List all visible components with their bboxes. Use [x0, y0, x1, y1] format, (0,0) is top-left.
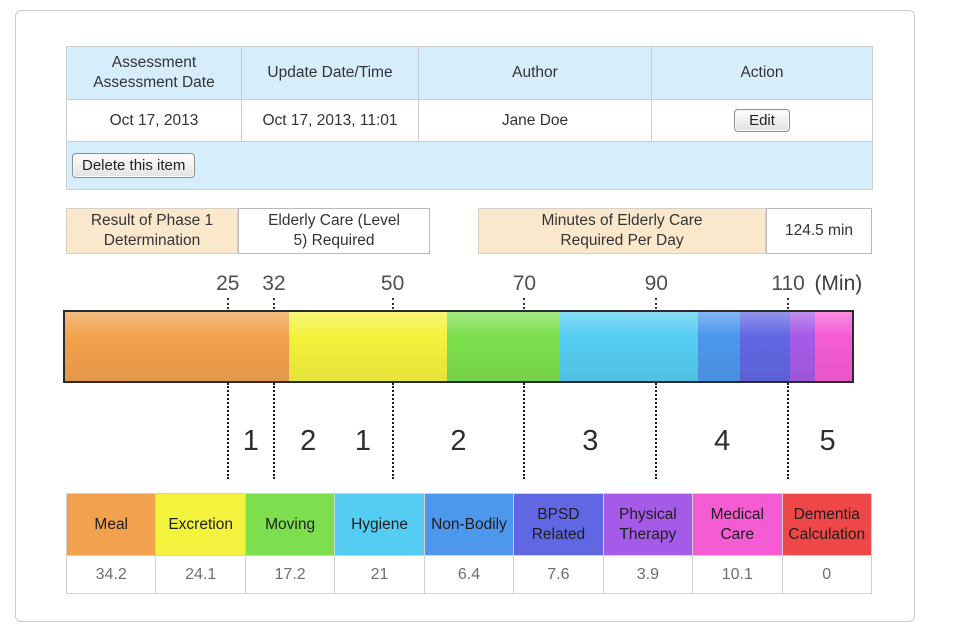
- phase1-result-value: Elderly Care (Level 5) Required: [238, 208, 430, 254]
- axis-tick-mark-32: [272, 298, 275, 309]
- category-header-physical-therapy: Physical Therapy: [602, 493, 694, 556]
- axis-tick-marks-row: [63, 296, 854, 310]
- category-header-meal: Meal: [65, 493, 157, 556]
- category-value-physical-therapy: 3.9: [602, 555, 694, 594]
- category-header-excretion: Excretion: [155, 493, 246, 556]
- minutes-per-day-label-line2: Required Per Day: [560, 232, 684, 249]
- header-author: Author: [418, 46, 652, 100]
- axis-tick-mark-70: [523, 298, 526, 309]
- threshold-dotted-line-70: [523, 383, 526, 479]
- care-level-number-6: 5: [819, 425, 836, 457]
- phase1-result-label-line2: Determination: [103, 232, 201, 249]
- care-level-number-0: 1: [242, 425, 259, 457]
- category-table: Meal Excretion Moving Hygiene Non-Bodily BPSD…: [65, 493, 872, 594]
- threshold-dotted-line-50: [391, 383, 394, 479]
- axis-tick-label-50: 50: [380, 272, 405, 295]
- phase1-result-value-line1: Elderly Care (Level: [268, 211, 400, 229]
- threshold-dotted-line-32: [272, 383, 275, 479]
- phase1-result-value-line2: 5) Required: [293, 232, 375, 249]
- threshold-dotted-line-90: [655, 383, 658, 479]
- care-level-scale: 1 2 1 2 3 4 5: [63, 383, 854, 479]
- header-update-datetime: Update Date/Time: [241, 46, 419, 100]
- care-level-number-1: 2: [300, 425, 317, 457]
- category-values-row: 34.2 24.1 17.2 21 6.4 7.6 3.9 10.1 0: [65, 555, 872, 594]
- category-header-medical-care: Medical Care: [692, 493, 783, 556]
- category-value-dementia-calculation: 0: [781, 555, 872, 594]
- axis-tick-mark-25: [226, 298, 229, 309]
- care-level-number-4: 3: [582, 425, 599, 457]
- axis-tick-label-110: 110: [771, 272, 805, 295]
- category-header-non-bodily: Non-Bodily: [423, 493, 515, 556]
- bar-segment-medical-care: [815, 312, 852, 381]
- assessment-table-header-row: Assessment Assessment Date Update Date/T…: [66, 46, 873, 100]
- minutes-per-day-value: 124.5 min: [766, 208, 872, 254]
- bar-segment-non-bodily: [697, 312, 740, 381]
- category-header-moving: Moving: [244, 493, 336, 556]
- category-value-bpsd-related: 7.6: [513, 555, 604, 594]
- assessment-row: Oct 17, 2013 Oct 17, 2013, 11:01 Jane Do…: [66, 99, 873, 142]
- phase1-result-label-line1: Result of Phase 1: [90, 211, 214, 229]
- axis-tick-label-70: 70: [512, 272, 537, 295]
- axis-tick-mark-50: [391, 298, 394, 309]
- category-value-hygiene: 21: [334, 555, 425, 594]
- category-value-non-bodily: 6.4: [423, 555, 515, 594]
- axis-tick-label-25: 25: [216, 272, 240, 295]
- care-minutes-chart: (Min) 25 32 50 70 90 110 1 2 1 2 3 4 5: [63, 264, 862, 479]
- cell-action: Edit: [651, 99, 873, 142]
- axis-tick-label-90: 90: [644, 272, 668, 295]
- axis-tick-mark-110: [787, 298, 790, 309]
- header-action: Action: [651, 46, 873, 100]
- care-level-number-3: 2: [450, 425, 467, 457]
- edit-button[interactable]: Edit: [734, 109, 790, 132]
- axis-unit-label: (Min): [814, 272, 863, 295]
- category-header-row: Meal Excretion Moving Hygiene Non-Bodily BPSD…: [65, 493, 872, 556]
- summary-row: Result of Phase 1 Determination Elderly …: [66, 208, 872, 254]
- assessment-table: Assessment Assessment Date Update Date/T…: [66, 46, 873, 190]
- category-value-excretion: 24.1: [155, 555, 246, 594]
- care-level-number-2: 1: [354, 425, 371, 457]
- header-assessment-date: Assessment Assessment Date: [66, 46, 242, 100]
- threshold-dotted-line-110: [787, 383, 790, 479]
- category-value-moving: 17.2: [244, 555, 336, 594]
- bar-segment-bpsd-related: [739, 312, 790, 381]
- delete-item-button[interactable]: Delete this item: [72, 153, 196, 178]
- axis-ticks-row: (Min) 25 32 50 70 90 110: [63, 264, 862, 296]
- care-level-number-5: 4: [714, 425, 731, 457]
- category-header-hygiene: Hygiene: [334, 493, 425, 556]
- bar-segment-excretion: [289, 312, 448, 381]
- assessment-table-footer-row: Delete this item: [66, 141, 873, 190]
- cell-update-datetime: Oct 17, 2013, 11:01: [241, 99, 419, 142]
- axis-tick-label-32: 32: [262, 272, 286, 295]
- axis-tick-mark-90: [655, 298, 658, 309]
- stacked-bar: [63, 310, 854, 383]
- category-header-dementia-calculation: Dementia Calculation: [781, 493, 872, 556]
- category-value-medical-care: 10.1: [692, 555, 783, 594]
- threshold-dotted-line-25: [226, 383, 229, 479]
- bar-segment-meal: [65, 312, 290, 381]
- cell-assessment-date: Oct 17, 2013: [66, 99, 242, 142]
- page-frame: Assessment Assessment Date Update Date/T…: [15, 10, 915, 622]
- category-value-meal: 34.2: [65, 555, 157, 594]
- header-assessment-date-line1: Assessment: [111, 53, 197, 71]
- minutes-per-day-label-line1: Minutes of Elderly Care: [541, 211, 703, 229]
- delete-row: Delete this item: [66, 141, 873, 190]
- phase1-result-label: Result of Phase 1 Determination: [66, 208, 238, 254]
- bar-segment-physical-therapy: [789, 312, 816, 381]
- cell-author: Jane Doe: [418, 99, 652, 142]
- header-assessment-date-line2: Assessment Date: [93, 74, 215, 91]
- minutes-per-day-label: Minutes of Elderly Care Required Per Day: [478, 208, 766, 254]
- bar-segment-hygiene: [560, 312, 698, 381]
- bar-segment-moving: [447, 312, 561, 381]
- category-header-bpsd-related: BPSD Related: [513, 493, 604, 556]
